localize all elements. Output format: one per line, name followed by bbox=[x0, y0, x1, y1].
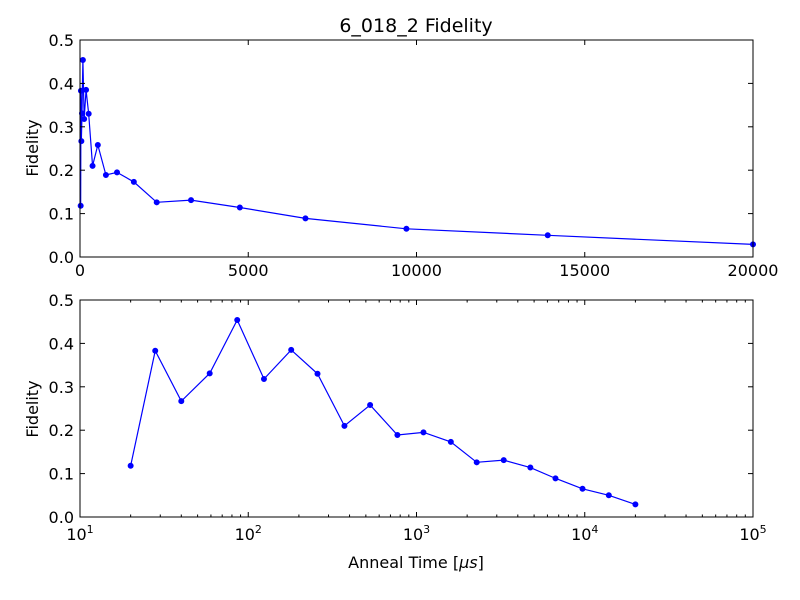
bottom-x-tick-label: 101 bbox=[66, 523, 93, 544]
top-x-tick-label: 5000 bbox=[228, 261, 269, 280]
top-y-axis-label: Fidelity bbox=[23, 119, 42, 176]
bottom-plot-marks bbox=[127, 316, 639, 508]
bottom-y-tick-label: 0.1 bbox=[49, 465, 74, 484]
bottom-data-point bbox=[288, 346, 295, 353]
top-data-point bbox=[79, 56, 86, 63]
top-data-point bbox=[78, 110, 85, 117]
bottom-x-tick-label: 102 bbox=[235, 523, 262, 544]
top-y-tick-label: 0.1 bbox=[49, 205, 74, 224]
bottom-x-tick-label: 105 bbox=[739, 523, 766, 544]
bottom-data-point bbox=[206, 370, 213, 377]
bottom-data-point bbox=[260, 375, 267, 382]
bottom-data-point bbox=[178, 398, 185, 405]
top-data-point bbox=[130, 178, 137, 185]
bottom-x-tick-label: 103 bbox=[403, 523, 430, 544]
bottom-data-point bbox=[367, 402, 374, 409]
bottom-data-point bbox=[447, 438, 454, 445]
bottom-data-point bbox=[394, 431, 401, 438]
bottom-y-tick-label: 0.2 bbox=[49, 421, 74, 440]
top-data-point bbox=[236, 204, 243, 211]
top-plot-frame bbox=[79, 39, 754, 258]
top-data-point bbox=[403, 225, 410, 232]
top-data-point bbox=[114, 169, 121, 176]
top-x-tick-label: 20000 bbox=[728, 261, 779, 280]
top-subplot: 6_018_2 Fidelity Fidelity 0.00.10.20.30.… bbox=[23, 15, 778, 280]
bottom-plot-frame bbox=[79, 299, 754, 518]
bottom-y-tick-label: 0.5 bbox=[49, 291, 74, 310]
bottom-y-tick-label: 0.4 bbox=[49, 334, 74, 353]
top-data-point bbox=[102, 171, 109, 178]
bottom-x-tick-label: 104 bbox=[571, 523, 598, 544]
bottom-data-point bbox=[152, 347, 159, 354]
bottom-data-point bbox=[234, 316, 241, 323]
top-data-point bbox=[81, 115, 88, 122]
bottom-data-point bbox=[314, 370, 321, 377]
top-y-tick-label: 0.3 bbox=[49, 118, 74, 137]
bottom-data-point bbox=[500, 457, 507, 464]
top-data-point bbox=[89, 162, 96, 169]
bottom-data-point bbox=[579, 485, 586, 492]
bottom-data-point bbox=[127, 462, 134, 469]
bottom-data-point bbox=[473, 459, 480, 466]
top-data-point bbox=[77, 202, 84, 209]
top-data-point bbox=[302, 215, 309, 222]
bottom-data-point bbox=[341, 422, 348, 429]
top-x-tick-label: 10000 bbox=[391, 261, 442, 280]
bottom-data-point bbox=[632, 501, 639, 508]
top-data-point bbox=[85, 110, 92, 117]
top-y-tick-label: 0.5 bbox=[49, 31, 74, 50]
top-series-line bbox=[80, 59, 754, 246]
bottom-data-point bbox=[605, 492, 612, 499]
top-data-point bbox=[153, 199, 160, 206]
top-data-point bbox=[188, 197, 195, 204]
top-data-point bbox=[94, 142, 101, 149]
top-x-tick-label: 15000 bbox=[559, 261, 610, 280]
bottom-series-line bbox=[130, 318, 636, 505]
bottom-data-point bbox=[527, 464, 534, 471]
top-data-point bbox=[77, 87, 84, 94]
bottom-y-tick-label: 0.0 bbox=[49, 508, 74, 527]
top-data-point bbox=[83, 86, 90, 93]
top-data-point bbox=[544, 232, 551, 239]
bottom-y-axis-label: Fidelity bbox=[23, 380, 42, 437]
bottom-y-tick-label: 0.3 bbox=[49, 378, 74, 397]
top-y-tick-label: 0.0 bbox=[49, 248, 74, 267]
top-x-tick-label: 0 bbox=[75, 261, 85, 280]
x-axis-label: Anneal Time [μs] bbox=[348, 553, 484, 572]
bottom-data-point bbox=[420, 429, 427, 436]
top-y-tick-label: 0.4 bbox=[49, 74, 74, 93]
top-y-tick-label: 0.2 bbox=[49, 161, 74, 180]
chart-title: 6_018_2 Fidelity bbox=[339, 15, 492, 37]
top-axis-ticks: 0.0 0.1 0.2 0.3 0.4 0.5 0 5000 10000 15000 20000 bbox=[49, 31, 779, 280]
bottom-subplot: Fidelity Anneal Time [μs] 0.0 0.1 0.2 0.3 0.… bbox=[23, 291, 767, 572]
bottom-data-point bbox=[552, 475, 559, 482]
